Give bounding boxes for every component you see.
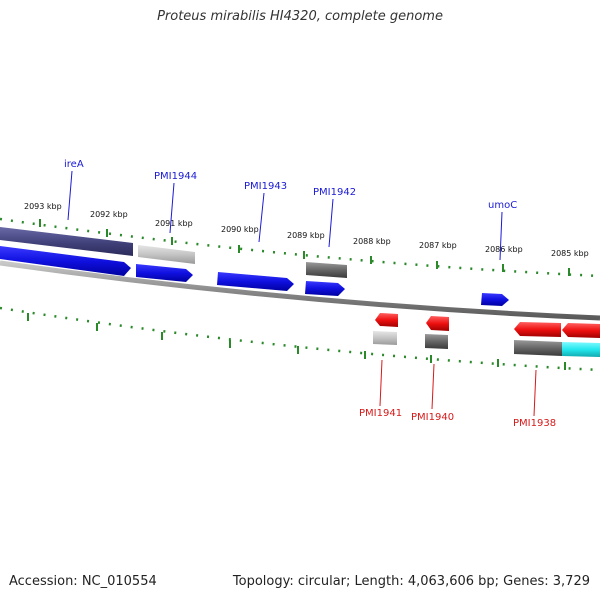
- gene-label-ireA[interactable]: ireA: [64, 159, 84, 170]
- feature-light-gray-lower[interactable]: [373, 331, 397, 345]
- map-title: Proteus mirabilis HI4320, complete genom…: [157, 9, 443, 24]
- cds-reverse-1[interactable]: [375, 313, 398, 327]
- cds-reverse-4[interactable]: [562, 323, 600, 338]
- scale-label: 2093 kbp: [24, 202, 62, 211]
- scale-label: 2085 kbp: [551, 249, 589, 258]
- cds-forward-1[interactable]: [0, 246, 131, 276]
- scale-label: 2087 kbp: [419, 241, 457, 250]
- outer-major-ticks: [39, 219, 570, 276]
- outer-tick-track: [0, 217, 600, 278]
- reverse-gene-labels: PMI1941 PMI1940 PMI1938: [359, 408, 556, 429]
- feature-cyan-lower[interactable]: [562, 342, 600, 357]
- cds-reverse-3[interactable]: [514, 322, 561, 337]
- gene-label-PMI1943[interactable]: PMI1943: [244, 181, 287, 192]
- forward-leaders: [67, 170, 503, 261]
- inner-tick-track: [0, 306, 600, 372]
- genome-backbone: [0, 260, 600, 321]
- feature-dark-gray[interactable]: [306, 262, 347, 278]
- cds-forward-2[interactable]: [136, 264, 193, 282]
- accession-text: Accession: NC_010554: [9, 574, 157, 589]
- cds-forward-5[interactable]: [481, 293, 509, 306]
- gene-label-PMI1940[interactable]: PMI1940: [411, 412, 454, 423]
- scale-label: 2089 kbp: [287, 231, 325, 240]
- cds-forward-3[interactable]: [217, 272, 294, 291]
- scale-label: 2092 kbp: [90, 210, 128, 219]
- scale-label: 2090 kbp: [221, 225, 259, 234]
- inner-major-ticks: [27, 313, 566, 370]
- feature-purple-ireA[interactable]: [0, 227, 133, 256]
- gene-label-PMI1941[interactable]: PMI1941: [359, 408, 402, 419]
- feature-dark-gray-lower-1[interactable]: [425, 334, 448, 349]
- cds-forward-4[interactable]: [305, 281, 345, 296]
- gene-label-PMI1938[interactable]: PMI1938: [513, 418, 556, 429]
- scale-label: 2086 kbp: [485, 245, 523, 254]
- scale-label: 2088 kbp: [353, 237, 391, 246]
- genome-summary-text: Topology: circular; Length: 4,063,606 bp…: [232, 574, 590, 589]
- scale-labels: 2093 kbp 2092 kbp 2091 kbp 2090 kbp 2089…: [24, 202, 589, 258]
- gene-label-PMI1944[interactable]: PMI1944: [154, 171, 197, 182]
- gene-label-umoC[interactable]: umoC: [488, 200, 517, 211]
- forward-gene-labels: ireA PMI1944 PMI1943 PMI1942 umoC: [64, 159, 517, 211]
- feature-light-gray[interactable]: [138, 245, 195, 264]
- cds-reverse-2[interactable]: [426, 316, 449, 331]
- feature-dark-gray-lower-2[interactable]: [514, 340, 562, 356]
- scale-label: 2091 kbp: [155, 219, 193, 228]
- reverse-leaders: [379, 359, 537, 417]
- gene-label-PMI1942[interactable]: PMI1942: [313, 187, 356, 198]
